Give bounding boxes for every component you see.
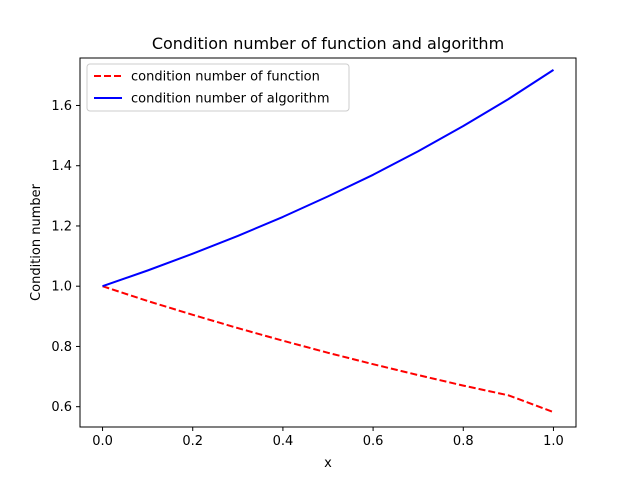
y-tick-label: 1.2 (51, 219, 72, 234)
chart-title: Condition number of function and algorit… (152, 34, 504, 53)
x-tick-label: 0.8 (453, 434, 474, 449)
plot-background (80, 58, 576, 427)
x-tick-label: 1.0 (543, 434, 564, 449)
y-axis: 0.6 0.8 1.0 1.2 1.4 1.6 (51, 99, 80, 415)
legend-box (86, 63, 350, 112)
x-tick-label: 0.2 (182, 434, 203, 449)
y-tick-label: 1.6 (51, 99, 72, 114)
x-tick-label: 0.4 (273, 434, 294, 449)
legend-label-algorithm: condition number of algorithm (131, 92, 330, 107)
y-tick-label: 1.4 (51, 159, 72, 174)
y-tick-label: 0.6 (51, 400, 72, 415)
plot-area (79, 57, 577, 428)
legend-label-function: condition number of function (131, 70, 320, 85)
y-tick-label: 0.8 (51, 340, 72, 355)
plot-frame (79, 57, 577, 428)
x-axis: 0.0 0.2 0.4 0.6 0.8 1.0 (92, 427, 564, 449)
lines-layer (102, 69, 555, 414)
y-tick-label: 1.0 (51, 280, 72, 295)
series-line-algorithm (102, 69, 555, 288)
series-line-function (102, 285, 554, 414)
x-tick-label: 0.0 (92, 434, 113, 449)
legend: condition number of function condition n… (86, 63, 350, 112)
x-tick-label: 0.6 (363, 434, 384, 449)
x-axis-label: x (324, 456, 332, 471)
y-axis-label: Condition number (29, 183, 44, 301)
